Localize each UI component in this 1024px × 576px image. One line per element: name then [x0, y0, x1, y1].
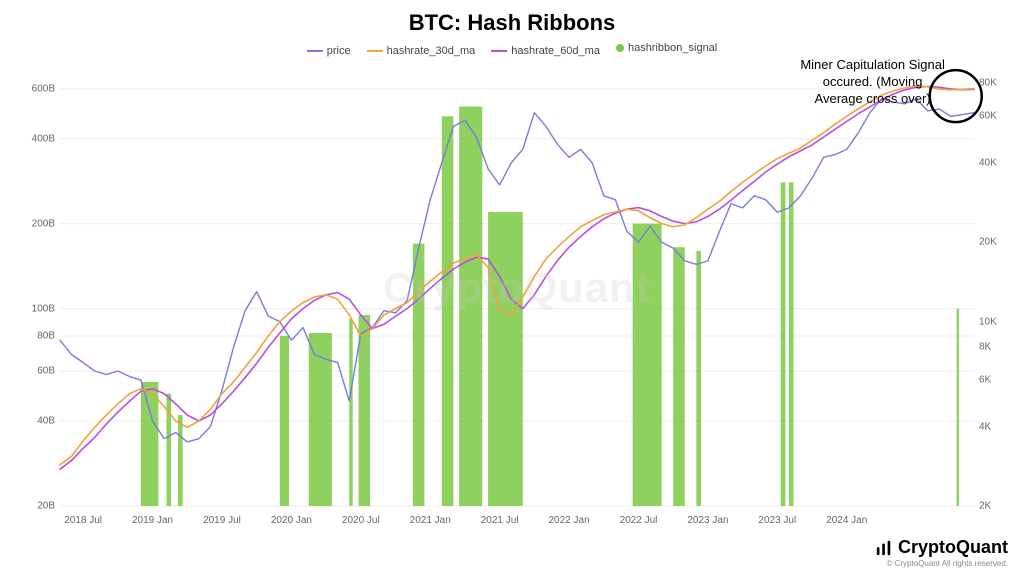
y-right-tick-label: 2K: [979, 501, 1024, 512]
legend-label: price: [327, 45, 351, 57]
signal-bar: [141, 382, 158, 506]
legend-swatch: [367, 50, 383, 52]
y-left-tick-label: 60B: [0, 366, 55, 377]
x-tick-label: 2023 Jan: [687, 515, 728, 526]
y-right-tick-label: 80K: [979, 78, 1024, 89]
x-tick-label: 2019 Jul: [203, 515, 241, 526]
legend-swatch: [491, 50, 507, 52]
annotation-line: Average cross over): [800, 91, 945, 108]
x-tick-label: 2021 Jul: [481, 515, 519, 526]
y-right-tick-label: 6K: [979, 375, 1024, 386]
y-right-tick-label: 10K: [979, 316, 1024, 327]
x-tick-label: 2022 Jan: [548, 515, 589, 526]
signal-bar: [358, 315, 370, 506]
legend-item-h30: hashrate_30d_ma: [367, 45, 476, 57]
signal-bar: [178, 415, 183, 506]
brand: CryptoQuant: [875, 537, 1008, 558]
footer: CryptoQuant © CryptoQuant All rights res…: [875, 537, 1008, 568]
plot-area: CryptoQuant: [60, 70, 974, 506]
signal-bar: [349, 319, 352, 506]
y-left-tick-label: 400B: [0, 133, 55, 144]
legend-item-h60: hashrate_60d_ma: [491, 45, 600, 57]
y-right-tick-label: 8K: [979, 342, 1024, 353]
x-tick-label: 2020 Jan: [271, 515, 312, 526]
signal-bar: [309, 333, 332, 506]
y-left-tick-label: 100B: [0, 303, 55, 314]
y-left-tick-label: 40B: [0, 415, 55, 426]
signal-bar: [673, 247, 685, 506]
annotation-text: Miner Capitulation Signaloccured. (Movin…: [800, 57, 945, 108]
signal-bar: [696, 251, 701, 506]
legend-item-sig: hashribbon_signal: [616, 42, 717, 54]
legend-label: hashribbon_signal: [628, 42, 717, 54]
signal-bar: [633, 224, 662, 506]
x-tick-label: 2021 Jan: [410, 515, 451, 526]
signal-bar: [280, 336, 289, 506]
signal-bar: [789, 182, 794, 506]
brand-icon: [875, 539, 893, 557]
signal-bar: [488, 212, 523, 506]
x-tick-label: 2018 Jul: [64, 515, 102, 526]
signal-bar: [957, 309, 959, 506]
y-left-tick-label: 80B: [0, 330, 55, 341]
legend-label: hashrate_60d_ma: [511, 45, 600, 57]
x-tick-label: 2019 Jan: [132, 515, 173, 526]
chart-svg: [60, 70, 974, 506]
signal-bar: [413, 244, 425, 506]
x-tick-label: 2024 Jan: [826, 515, 867, 526]
y-right-tick-label: 60K: [979, 111, 1024, 122]
y-left-tick-label: 600B: [0, 83, 55, 94]
signal-bar: [459, 106, 482, 506]
copyright: © CryptoQuant All rights reserved.: [875, 559, 1008, 568]
y-right-tick-label: 20K: [979, 237, 1024, 248]
y-right-tick-label: 40K: [979, 157, 1024, 168]
annotation-line: Miner Capitulation Signal: [800, 57, 945, 74]
y-left-tick-label: 200B: [0, 218, 55, 229]
legend-swatch: [616, 44, 624, 52]
x-tick-label: 2022 Jul: [620, 515, 658, 526]
legend-label: hashrate_30d_ma: [387, 45, 476, 57]
chart-title: BTC: Hash Ribbons: [0, 0, 1024, 36]
legend-swatch: [307, 50, 323, 52]
signal-bar: [781, 182, 786, 506]
x-tick-label: 2023 Jul: [758, 515, 796, 526]
y-right-tick-label: 4K: [979, 421, 1024, 432]
x-tick-label: 2020 Jul: [342, 515, 380, 526]
legend-item-price: price: [307, 45, 351, 57]
y-left-tick-label: 20B: [0, 501, 55, 512]
annotation-line: occured. (Moving: [800, 74, 945, 91]
brand-text: CryptoQuant: [898, 537, 1008, 558]
signal-bar: [442, 116, 454, 506]
